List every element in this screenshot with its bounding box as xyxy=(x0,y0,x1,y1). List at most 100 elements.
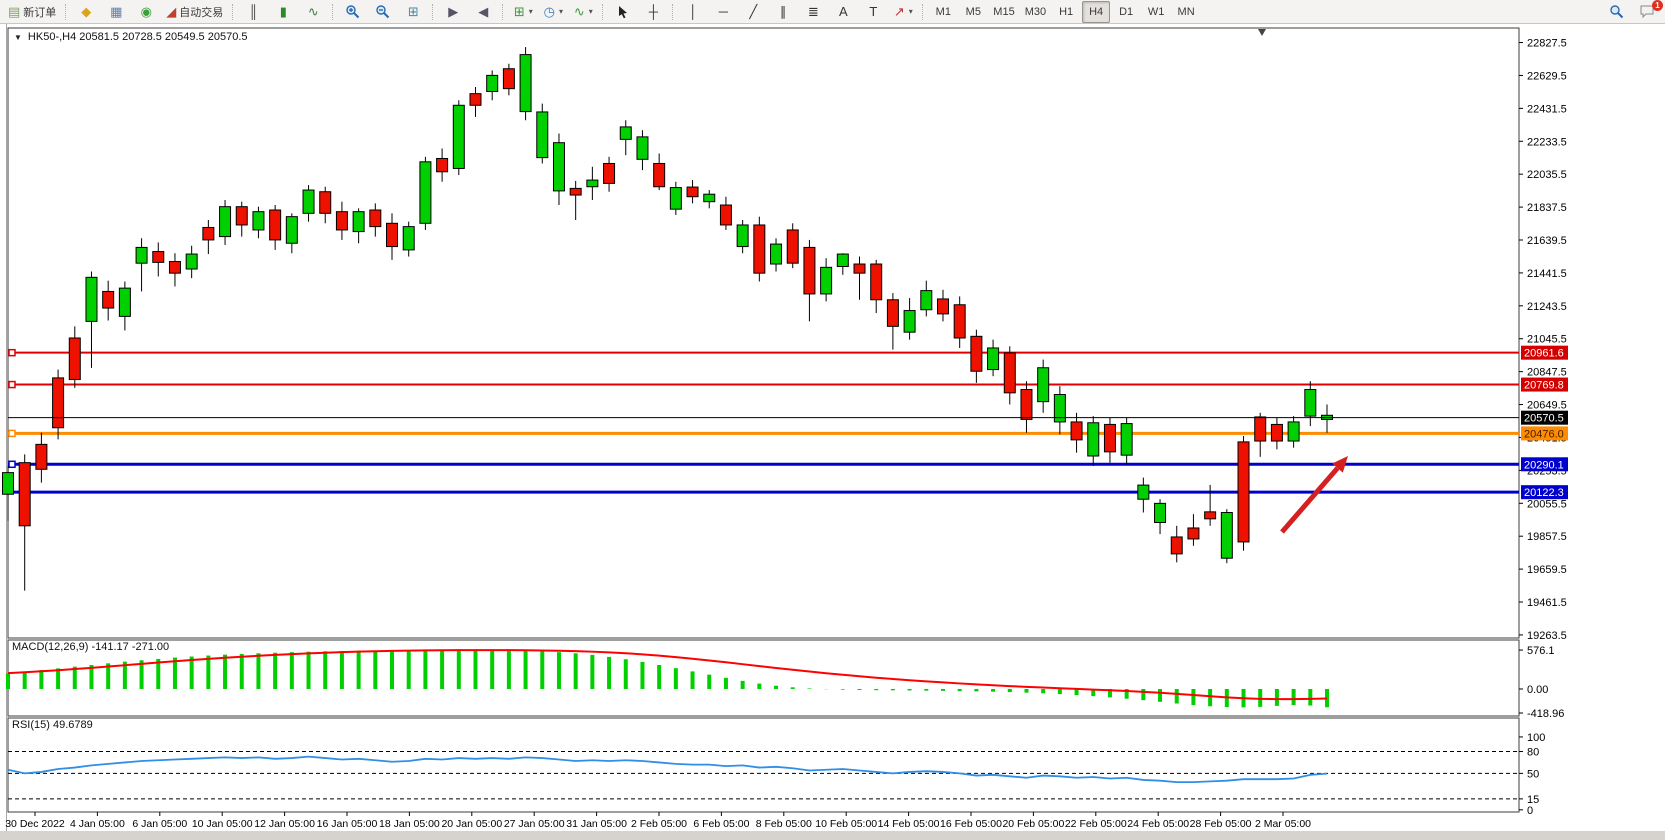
new-order-button[interactable]: ▤ 新订单 xyxy=(4,1,60,23)
candle-body xyxy=(569,187,582,196)
price-tag[interactable]: 20476.0 xyxy=(1521,426,1568,441)
profiles-button[interactable]: ◷ ▾ xyxy=(539,1,567,23)
hline-handle[interactable] xyxy=(8,429,16,438)
price-tick-label: 20649.5 xyxy=(1527,400,1567,412)
zoom-out-button[interactable] xyxy=(369,1,397,23)
tf-w1-button-label: W1 xyxy=(1147,5,1165,18)
fibonacci-icon: ≣ xyxy=(807,4,819,19)
candle-body xyxy=(402,226,415,251)
rsi-line xyxy=(7,755,1328,784)
candle-body xyxy=(1220,512,1233,559)
price-tick-label: 22431.5 xyxy=(1527,103,1567,115)
chat-button[interactable]: 1 xyxy=(1633,0,1663,23)
candle-body xyxy=(185,253,198,270)
candle-body xyxy=(269,209,282,241)
fibonacci-button[interactable]: ≣ xyxy=(799,1,827,23)
macd-tick-label: 576.1 xyxy=(1527,645,1555,657)
price-tag[interactable]: 20961.6 xyxy=(1521,345,1568,360)
candle-body xyxy=(753,224,766,274)
data-window-button[interactable]: ▦ xyxy=(102,1,130,23)
bottom-strip xyxy=(0,831,1665,840)
tf-m1-button[interactable]: M1 xyxy=(929,1,957,23)
bar-chart-button[interactable]: ║ xyxy=(239,1,267,23)
hline-handle[interactable] xyxy=(8,460,16,469)
toolbar-separator xyxy=(672,3,674,20)
price-tick-label: 21243.5 xyxy=(1527,301,1567,313)
shapes-button[interactable]: ↗ ▾ xyxy=(889,1,917,23)
candlestick-chart-button[interactable]: ▮ xyxy=(269,1,297,23)
horizontal-line-button[interactable]: ─ xyxy=(709,1,737,23)
horizontal-lines[interactable] xyxy=(8,348,1519,494)
candle-body xyxy=(636,136,649,160)
main-price-panel[interactable] xyxy=(7,27,1520,639)
tf-d1-button[interactable]: D1 xyxy=(1112,1,1140,23)
candle-body xyxy=(1103,423,1116,453)
candle-body xyxy=(68,337,81,381)
navigator-button[interactable]: ◉ xyxy=(132,1,160,23)
text-label-button[interactable]: T xyxy=(859,1,887,23)
candle-body xyxy=(920,290,933,311)
search-icon xyxy=(1610,4,1624,19)
symbol-ohlc-text: HK50-,H4 20581.5 20728.5 20549.5 20570.5 xyxy=(27,31,248,43)
new-chart-icon: ⊞ xyxy=(513,4,525,19)
candle-body xyxy=(386,222,399,248)
indicators-button[interactable]: ∿ ▾ xyxy=(569,1,597,23)
search-button[interactable] xyxy=(1603,1,1631,23)
price-tick-label: 20055.5 xyxy=(1527,498,1567,510)
candle-body xyxy=(35,443,48,470)
line-chart-button[interactable]: ∿ xyxy=(299,1,327,23)
auto-scroll-button[interactable]: ▶ xyxy=(439,1,467,23)
rsi-panel[interactable] xyxy=(7,717,1520,813)
crosshair-icon: ┼ xyxy=(648,4,658,19)
price-tag-label: 20476.0 xyxy=(1524,428,1564,440)
new-chart-button[interactable]: ⊞ ▾ xyxy=(509,1,537,23)
tf-h1-button[interactable]: H1 xyxy=(1052,1,1080,23)
price-tag[interactable]: 20290.1 xyxy=(1521,457,1568,472)
hline-handle[interactable] xyxy=(8,380,16,389)
channel-button[interactable]: ∥ xyxy=(769,1,797,23)
auto-trading-button[interactable]: ◢ 自动交易 xyxy=(162,1,227,23)
trendline-button[interactable]: ╱ xyxy=(739,1,767,23)
macd-tick-label: 0.00 xyxy=(1527,684,1548,696)
candle-body xyxy=(152,251,165,263)
chart-shift-button[interactable]: ◀ xyxy=(469,1,497,23)
tf-h4-button[interactable]: H4 xyxy=(1082,0,1111,23)
rsi-tick-label: 0 xyxy=(1527,805,1533,817)
tf-m5-button[interactable]: M5 xyxy=(959,1,987,23)
tf-m1-button-label: M1 xyxy=(935,5,951,18)
text-button[interactable]: A xyxy=(829,1,857,23)
tf-h1-button-label: H1 xyxy=(1059,5,1074,18)
time-tick-label: 8 Feb 05:00 xyxy=(756,818,812,830)
price-tick-label: 19263.5 xyxy=(1527,630,1567,642)
tile-windows-button[interactable]: ⊞ xyxy=(399,1,427,23)
chevron-down-icon[interactable]: ▼ xyxy=(14,32,22,42)
candle-body xyxy=(1304,389,1317,417)
time-tick-label: 20 Jan 05:00 xyxy=(441,818,502,830)
candle-body xyxy=(1287,421,1300,442)
candle-body xyxy=(903,310,916,333)
price-tag[interactable]: 20570.5 xyxy=(1521,410,1568,425)
vertical-line-button[interactable]: │ xyxy=(679,1,707,23)
tf-mn-button[interactable]: MN xyxy=(1172,1,1200,23)
hline-handle[interactable] xyxy=(8,348,16,357)
time-axis[interactable]: 30 Dec 2022 4 Jan 05:00 6 Jan 05:00 10 Jan … xyxy=(5,812,1311,830)
candlestick-icon: ▮ xyxy=(279,4,287,19)
cursor-button[interactable] xyxy=(609,1,637,23)
zoom-in-button[interactable] xyxy=(339,1,367,23)
tf-m30-button[interactable]: M30 xyxy=(1021,1,1050,23)
candle-body xyxy=(987,347,1000,371)
market-watch-button[interactable]: ◆ xyxy=(72,1,100,23)
chart-shift-marker[interactable] xyxy=(1258,29,1266,36)
price-tag[interactable]: 20122.3 xyxy=(1521,485,1568,500)
price-tick-label: 22233.5 xyxy=(1527,136,1567,148)
price-tag[interactable]: 20769.8 xyxy=(1521,377,1568,392)
toolbar-separator xyxy=(65,3,67,20)
tf-m15-button[interactable]: M15 xyxy=(989,1,1018,23)
crosshair-button[interactable]: ┼ xyxy=(639,1,667,23)
arrow-annotation[interactable] xyxy=(1280,456,1348,534)
tf-w1-button[interactable]: W1 xyxy=(1142,1,1170,23)
macd-indicator-label: MACD(12,26,9) -141.17 -271.00 xyxy=(12,641,170,653)
candle-body xyxy=(1070,421,1083,441)
symbol-info: ▼ HK50-,H4 20581.5 20728.5 20549.5 20570… xyxy=(14,31,248,43)
